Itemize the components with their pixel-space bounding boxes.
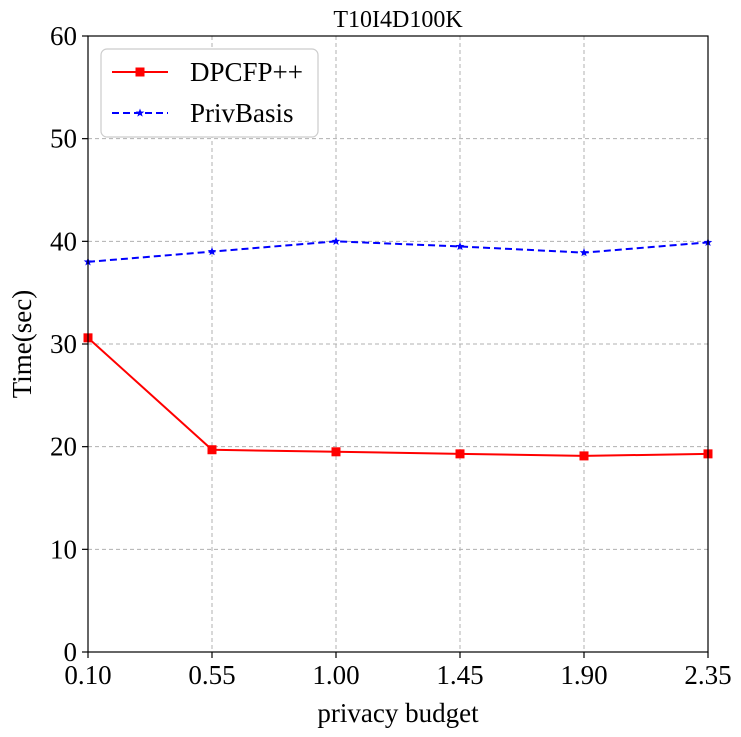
data-point-dpcfp — [207, 445, 217, 455]
data-point-dpcfp — [579, 451, 589, 461]
series-line-dpcfp — [87, 337, 709, 457]
legend-items: DPCFP++ PrivBasis — [112, 57, 303, 128]
y-tick-label: 30 — [50, 329, 77, 359]
y-tick-label: 10 — [50, 534, 77, 564]
legend: DPCFP++ PrivBasis — [100, 48, 319, 138]
x-tick-label: 1.45 — [436, 660, 483, 690]
data-point-dpcfp — [455, 449, 465, 459]
legend-label-privbasis: PrivBasis — [190, 98, 294, 128]
y-axis-ticks: 0 10 20 30 40 50 60 — [50, 21, 88, 667]
legend-item-privbasis: PrivBasis — [112, 98, 294, 128]
x-tick-label: 2.35 — [684, 660, 731, 690]
y-tick-label: 50 — [50, 124, 77, 154]
x-axis-ticks: 0.10 0.55 1.00 1.45 1.90 2.35 — [64, 652, 732, 690]
data-point-privbasis — [455, 241, 465, 251]
y-axis-label: Time(sec) — [7, 290, 37, 399]
y-tick-label: 20 — [50, 432, 77, 462]
y-tick-label: 60 — [50, 21, 77, 51]
data-point-privbasis — [207, 247, 217, 256]
series-layer — [83, 236, 713, 461]
series-dpcfp — [83, 333, 713, 461]
legend-marker-privbasis — [135, 108, 145, 117]
data-point-privbasis — [331, 236, 341, 245]
y-tick-label: 0 — [64, 637, 78, 667]
y-tick-label: 40 — [50, 226, 77, 256]
series-line-privbasis — [87, 240, 709, 263]
x-tick-label: 1.90 — [560, 660, 607, 690]
legend-marker-dpcfp — [135, 67, 145, 77]
chart-title: T10I4D100K — [333, 7, 463, 33]
data-point-privbasis — [579, 248, 589, 257]
x-tick-label: 0.10 — [64, 660, 111, 690]
legend-item-dpcfp: DPCFP++ — [112, 57, 303, 87]
legend-label-dpcfp: DPCFP++ — [190, 57, 303, 87]
data-point-dpcfp — [331, 447, 341, 457]
x-axis-label: privacy budget — [317, 698, 479, 728]
x-tick-label: 0.55 — [188, 660, 235, 690]
x-tick-label: 1.00 — [312, 660, 359, 690]
